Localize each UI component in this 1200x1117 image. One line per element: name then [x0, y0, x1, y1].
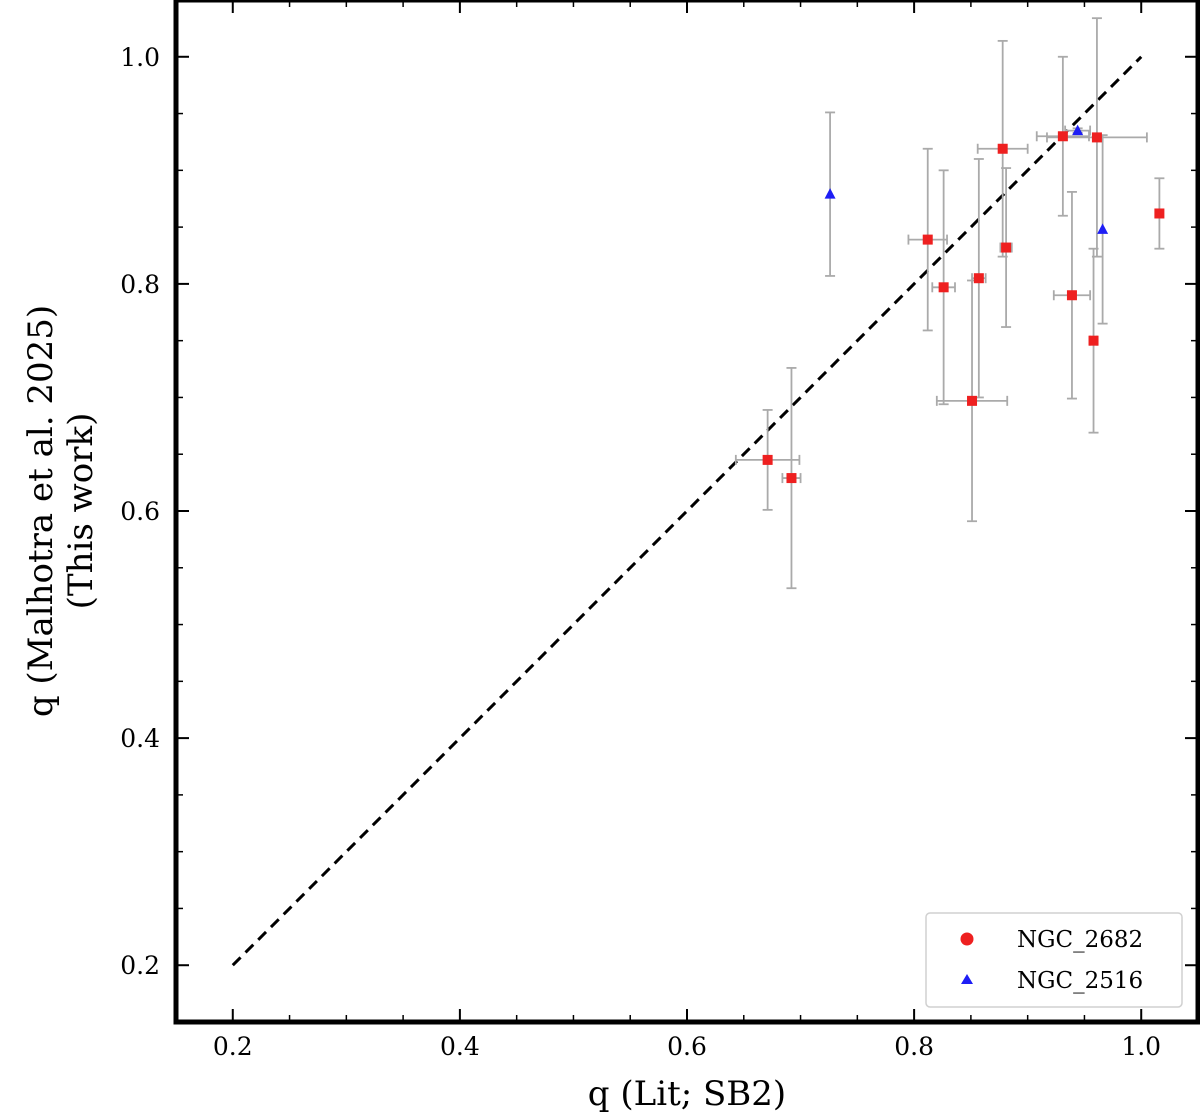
data-point-ngc-2682: [1066, 290, 1077, 301]
data-point-ngc-2682: [973, 273, 984, 284]
y-axis-label-line-1: q (Malhotra et al. 2025): [21, 305, 61, 717]
x-tick-label: 0.4: [440, 1032, 480, 1061]
y-tick-label: 0.4: [120, 724, 160, 753]
y-tick-label: 0.2: [120, 951, 160, 980]
reference-line-layer: [231, 55, 1143, 967]
data-point-ngc-2682: [1001, 242, 1012, 253]
legend-box: [925, 912, 1183, 1008]
data-point-ngc-2682: [1091, 132, 1102, 143]
y-tick-label: 0.6: [120, 497, 160, 526]
legend-label-ngc-2682: NGC_2682: [1017, 927, 1143, 953]
data-point-ngc-2682: [967, 395, 978, 406]
y-tick-label: 0.8: [120, 270, 160, 299]
data-point-ngc-2516: [824, 188, 836, 199]
data-point-ngc-2682: [1057, 131, 1068, 142]
y-axis-label-line-2: (This work): [61, 413, 101, 610]
x-tick-label: 0.6: [667, 1032, 707, 1061]
data-point-ngc-2682: [997, 143, 1008, 154]
legend: NGC_2682 NGC_2516: [925, 912, 1183, 1008]
data-markers: [762, 124, 1165, 484]
data-point-ngc-2516: [1072, 124, 1084, 136]
data-point-ngc-2682: [1088, 335, 1099, 346]
data-point-ngc-2682: [938, 282, 949, 293]
data-point-ngc-2682: [762, 454, 773, 465]
data-point-ngc-2682: [1154, 208, 1165, 219]
legend-marker-ngc-2516: [961, 974, 973, 984]
data-point-ngc-2682: [786, 473, 797, 484]
x-tick-label: 1.0: [1121, 1032, 1161, 1061]
y-tick-labels: 0.2 0.4 0.6 0.8 1.0: [120, 43, 160, 980]
y-tick-label: 1.0: [120, 43, 160, 72]
plot-frame: [173, 0, 1200, 1025]
reference-line-1to1: [231, 55, 1143, 967]
legend-marker-ngc-2682: [960, 932, 974, 946]
data-point-ngc-2682: [922, 234, 933, 245]
x-tick-label: 0.8: [894, 1032, 934, 1061]
y-axis-label: q (Malhotra et al. 2025) (This work): [21, 305, 101, 717]
data-point-ngc-2516: [1097, 223, 1109, 234]
x-tick-label: 0.2: [213, 1032, 253, 1061]
legend-label-ngc-2516: NGC_2516: [1017, 968, 1143, 994]
x-tick-labels: 0.2 0.4 0.6 0.8 1.0: [213, 1032, 1161, 1061]
x-axis-label: q (Lit; SB2): [588, 1074, 786, 1114]
